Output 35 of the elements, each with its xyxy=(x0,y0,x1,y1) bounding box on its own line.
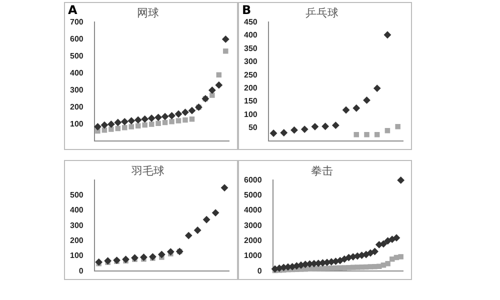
y-tick-label: 250 xyxy=(244,70,258,80)
y-tick-label: 4000 xyxy=(244,206,262,215)
y-tick-label: 200 xyxy=(244,84,258,93)
y-tick-label: 400 xyxy=(70,206,84,215)
y-tick-label: 500 xyxy=(70,190,84,200)
y-tick-label: 300 xyxy=(70,85,84,94)
y-tick-label: 3000 xyxy=(244,220,262,230)
text: B xyxy=(242,3,252,18)
y-tick-label: 100 xyxy=(244,110,258,119)
y-tick-label: 600 xyxy=(70,34,84,44)
y-tick-label: 400 xyxy=(70,68,84,78)
y-tick-label: 1000 xyxy=(244,251,262,260)
y-tick-label: 450 xyxy=(244,17,258,26)
y-tick-label: 2000 xyxy=(244,236,262,246)
y-tick-label: 350 xyxy=(244,44,258,53)
y-tick-label: 200 xyxy=(70,236,84,246)
y-tick-label: 500 xyxy=(70,51,84,60)
y-tick-label: 0 xyxy=(257,266,262,276)
chart-title: 拳击 xyxy=(311,164,333,178)
y-tick-label: 200 xyxy=(70,102,84,112)
chart-title: 乒乓球 xyxy=(306,6,338,20)
y-tick-label: 300 xyxy=(244,57,258,66)
y-tick-label: 100 xyxy=(70,119,84,128)
y-tick-label: 100 xyxy=(70,251,84,260)
chart-title: 网球 xyxy=(137,6,159,20)
y-tick-label: 700 xyxy=(70,17,84,26)
y-tick-label: 400 xyxy=(244,30,258,40)
text: A xyxy=(68,3,78,18)
y-tick-label: 300 xyxy=(70,220,84,230)
y-tick-label: 50 xyxy=(248,123,258,132)
chart-title: 羽毛球 xyxy=(132,164,164,178)
y-tick-label: 6000 xyxy=(244,175,262,184)
y-tick-label: 150 xyxy=(244,96,258,106)
y-tick-label: 5000 xyxy=(244,190,262,200)
y-tick-label: 0 xyxy=(78,266,84,276)
